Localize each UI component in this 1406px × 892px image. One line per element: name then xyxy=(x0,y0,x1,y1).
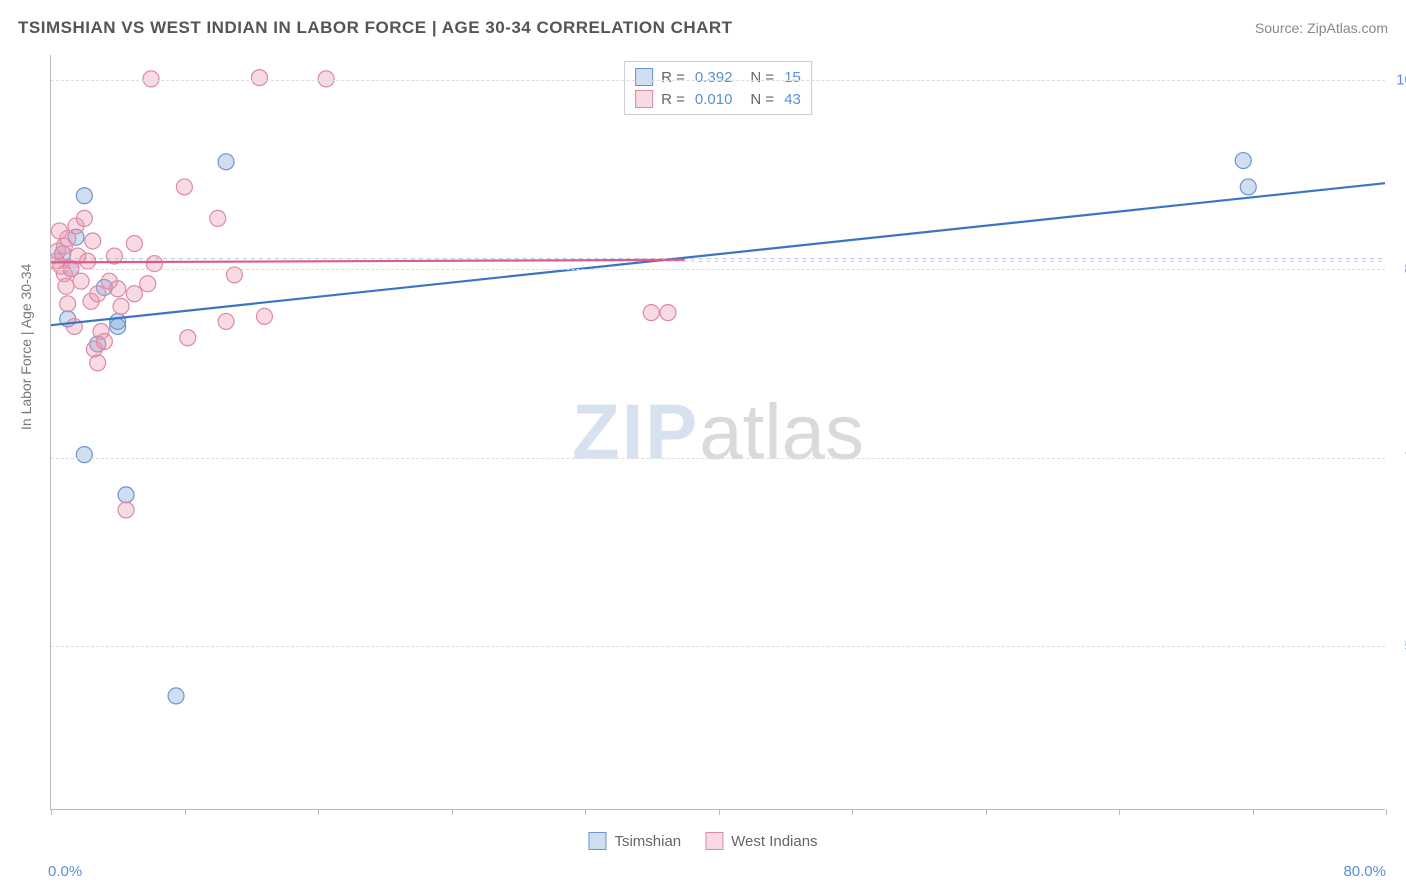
data-point xyxy=(176,179,192,195)
data-point xyxy=(113,298,129,314)
chart-title: TSIMSHIAN VS WEST INDIAN IN LABOR FORCE … xyxy=(18,18,733,38)
data-point xyxy=(118,502,134,518)
data-point xyxy=(168,688,184,704)
legend-n-value: 43 xyxy=(784,91,801,108)
data-point xyxy=(96,334,112,350)
x-tick xyxy=(986,809,987,815)
data-point xyxy=(60,296,76,312)
data-point xyxy=(126,286,142,302)
data-point xyxy=(51,223,67,239)
legend-label: Tsimshian xyxy=(614,833,681,850)
legend-r-value: 0.392 xyxy=(695,69,733,86)
x-tick xyxy=(585,809,586,815)
data-point xyxy=(218,313,234,329)
chart-header: TSIMSHIAN VS WEST INDIAN IN LABOR FORCE … xyxy=(18,18,1388,38)
x-axis-max-label: 80.0% xyxy=(1343,863,1386,880)
data-point xyxy=(140,276,156,292)
gridline xyxy=(51,80,1385,81)
data-point xyxy=(76,188,92,204)
data-point xyxy=(90,286,106,302)
trend-line xyxy=(51,260,685,263)
y-tick-label: 85.0% xyxy=(1392,260,1406,277)
gridline xyxy=(51,458,1385,459)
chart-plot-area: ZIPatlas R = 0.392 N = 15 R = 0.010 N = … xyxy=(50,55,1385,810)
data-point xyxy=(1240,179,1256,195)
x-tick xyxy=(1386,809,1387,815)
legend-swatch xyxy=(588,832,606,850)
x-tick xyxy=(1119,809,1120,815)
data-point xyxy=(110,281,126,297)
trend-line xyxy=(51,183,1385,325)
x-axis-min-label: 0.0% xyxy=(48,863,82,880)
data-point xyxy=(210,210,226,226)
data-point xyxy=(126,236,142,252)
gridline xyxy=(51,269,1385,270)
legend-r-label: R = xyxy=(661,91,685,108)
data-point xyxy=(1235,153,1251,169)
legend-swatch xyxy=(705,832,723,850)
data-point xyxy=(251,70,267,86)
data-point xyxy=(73,273,89,289)
data-point xyxy=(256,308,272,324)
correlation-legend: R = 0.392 N = 15 R = 0.010 N = 43 xyxy=(624,61,812,115)
legend-swatch xyxy=(635,68,653,86)
x-tick xyxy=(318,809,319,815)
legend-n-label: N = xyxy=(750,69,774,86)
legend-row: R = 0.010 N = 43 xyxy=(635,88,801,110)
data-point xyxy=(66,318,82,334)
data-point xyxy=(110,318,126,334)
data-point xyxy=(318,71,334,87)
legend-label: West Indians xyxy=(731,833,817,850)
data-point xyxy=(118,487,134,503)
y-tick-label: 55.0% xyxy=(1392,638,1406,655)
x-tick xyxy=(852,809,853,815)
legend-r-value: 0.010 xyxy=(695,91,733,108)
y-tick-label: 100.0% xyxy=(1392,72,1406,89)
x-tick xyxy=(51,809,52,815)
scatter-plot-svg xyxy=(51,55,1385,809)
legend-item: Tsimshian xyxy=(588,832,681,850)
data-point xyxy=(143,71,159,87)
data-point xyxy=(90,355,106,371)
x-tick xyxy=(452,809,453,815)
data-point xyxy=(180,330,196,346)
x-tick xyxy=(719,809,720,815)
data-point xyxy=(85,233,101,249)
legend-item: West Indians xyxy=(705,832,817,850)
data-point xyxy=(76,447,92,463)
data-point xyxy=(643,305,659,321)
legend-r-label: R = xyxy=(661,69,685,86)
data-point xyxy=(218,154,234,170)
legend-n-label: N = xyxy=(750,91,774,108)
x-tick xyxy=(185,809,186,815)
y-axis-title: In Labor Force | Age 30-34 xyxy=(18,264,34,430)
series-legend: Tsimshian West Indians xyxy=(588,832,817,850)
legend-swatch xyxy=(635,90,653,108)
gridline xyxy=(51,646,1385,647)
y-tick-label: 70.0% xyxy=(1392,449,1406,466)
legend-row: R = 0.392 N = 15 xyxy=(635,66,801,88)
x-tick xyxy=(1253,809,1254,815)
data-point xyxy=(76,210,92,226)
chart-source: Source: ZipAtlas.com xyxy=(1255,20,1388,36)
legend-n-value: 15 xyxy=(784,69,801,86)
data-point xyxy=(58,278,74,294)
data-point xyxy=(660,305,676,321)
